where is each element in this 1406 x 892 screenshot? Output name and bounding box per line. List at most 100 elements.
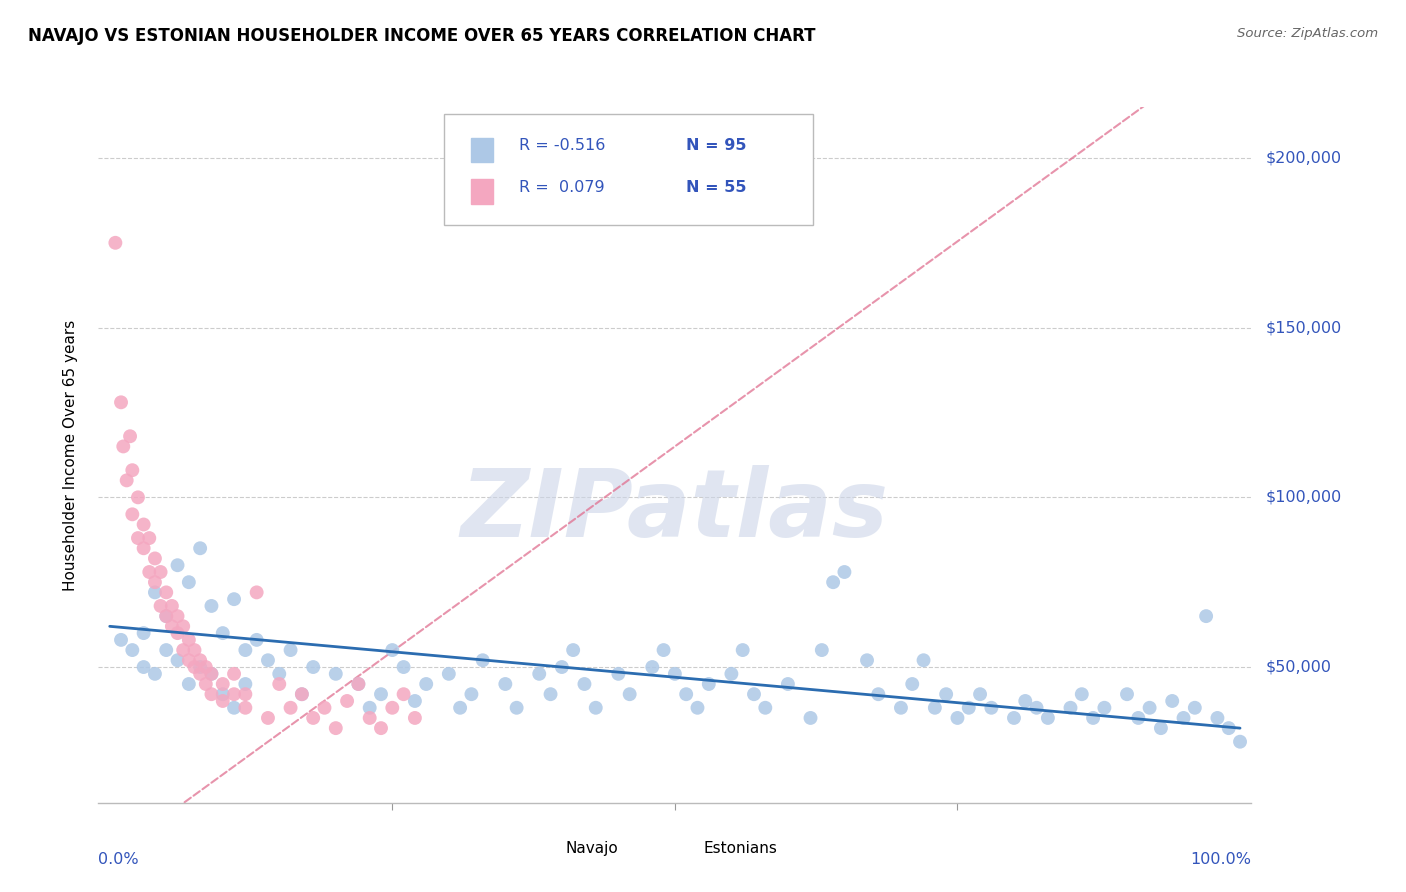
Point: [856, 653, 879, 667]
Point: [1229, 735, 1251, 749]
Point: [664, 666, 686, 681]
Point: [121, 463, 143, 477]
Point: [731, 643, 754, 657]
Point: [325, 721, 347, 735]
Point: [104, 235, 127, 250]
Point: [188, 653, 211, 667]
Point: [127, 531, 149, 545]
Point: [381, 643, 404, 657]
Point: [494, 677, 516, 691]
Point: [211, 677, 233, 691]
Point: [449, 700, 471, 714]
Point: [149, 599, 172, 613]
Point: [121, 508, 143, 522]
Point: [686, 700, 709, 714]
Point: [138, 531, 160, 545]
Point: [246, 632, 269, 647]
Point: [120, 429, 142, 443]
Point: [160, 619, 183, 633]
Point: [1128, 711, 1150, 725]
Point: [1002, 711, 1025, 725]
Point: [619, 687, 641, 701]
Point: [754, 700, 776, 714]
Point: [1206, 711, 1229, 725]
Point: [143, 575, 166, 590]
Point: [607, 666, 630, 681]
Point: [347, 677, 370, 691]
Point: [823, 575, 845, 590]
Text: $50,000: $50,000: [1265, 659, 1331, 674]
Point: [1059, 700, 1081, 714]
Point: [155, 609, 177, 624]
Point: [652, 643, 675, 657]
Point: [127, 491, 149, 505]
Point: [924, 700, 946, 714]
Point: [138, 565, 160, 579]
Point: [188, 660, 211, 674]
Point: [437, 666, 460, 681]
Point: [404, 711, 426, 725]
Text: $100,000: $100,000: [1265, 490, 1341, 505]
Text: $200,000: $200,000: [1265, 151, 1341, 165]
Point: [799, 711, 821, 725]
Point: [347, 677, 370, 691]
Point: [222, 687, 245, 701]
Point: [166, 653, 188, 667]
Point: [1150, 721, 1173, 735]
Point: [177, 653, 200, 667]
Point: [211, 694, 233, 708]
Point: [177, 575, 200, 590]
Point: [1184, 700, 1206, 714]
Point: [291, 687, 314, 701]
Point: [194, 677, 217, 691]
Point: [194, 660, 217, 674]
Point: [280, 643, 302, 657]
Point: [1195, 609, 1218, 624]
Point: [172, 619, 194, 633]
Point: [132, 517, 155, 532]
Point: [172, 643, 194, 657]
Point: [143, 551, 166, 566]
Point: [132, 660, 155, 674]
Point: [222, 666, 245, 681]
Text: N = 95: N = 95: [686, 137, 747, 153]
Point: [776, 677, 799, 691]
Point: [834, 565, 856, 579]
Point: [336, 694, 359, 708]
Point: [200, 666, 222, 681]
Point: [868, 687, 890, 701]
Point: [641, 660, 664, 674]
FancyBboxPatch shape: [523, 833, 560, 863]
Point: [720, 666, 742, 681]
Point: [188, 666, 211, 681]
Point: [370, 721, 392, 735]
Point: [540, 687, 562, 701]
Point: [404, 694, 426, 708]
Point: [188, 541, 211, 556]
Point: [132, 626, 155, 640]
Point: [257, 711, 280, 725]
Point: [302, 711, 325, 725]
Point: [280, 700, 302, 714]
Point: [115, 474, 138, 488]
Text: ZIPatlas: ZIPatlas: [461, 465, 889, 557]
Text: R =  0.079: R = 0.079: [519, 179, 605, 194]
Point: [529, 666, 551, 681]
Point: [370, 687, 392, 701]
Point: [381, 700, 404, 714]
Point: [257, 653, 280, 667]
Point: [302, 660, 325, 674]
Point: [166, 558, 188, 573]
Point: [155, 609, 177, 624]
Text: 0.0%: 0.0%: [98, 852, 139, 866]
Point: [149, 565, 172, 579]
Point: [742, 687, 765, 701]
Point: [392, 660, 415, 674]
Point: [110, 632, 132, 647]
Point: [811, 643, 834, 657]
Point: [155, 585, 177, 599]
Point: [112, 439, 135, 453]
Point: [1036, 711, 1059, 725]
FancyBboxPatch shape: [444, 114, 813, 226]
Point: [235, 643, 257, 657]
